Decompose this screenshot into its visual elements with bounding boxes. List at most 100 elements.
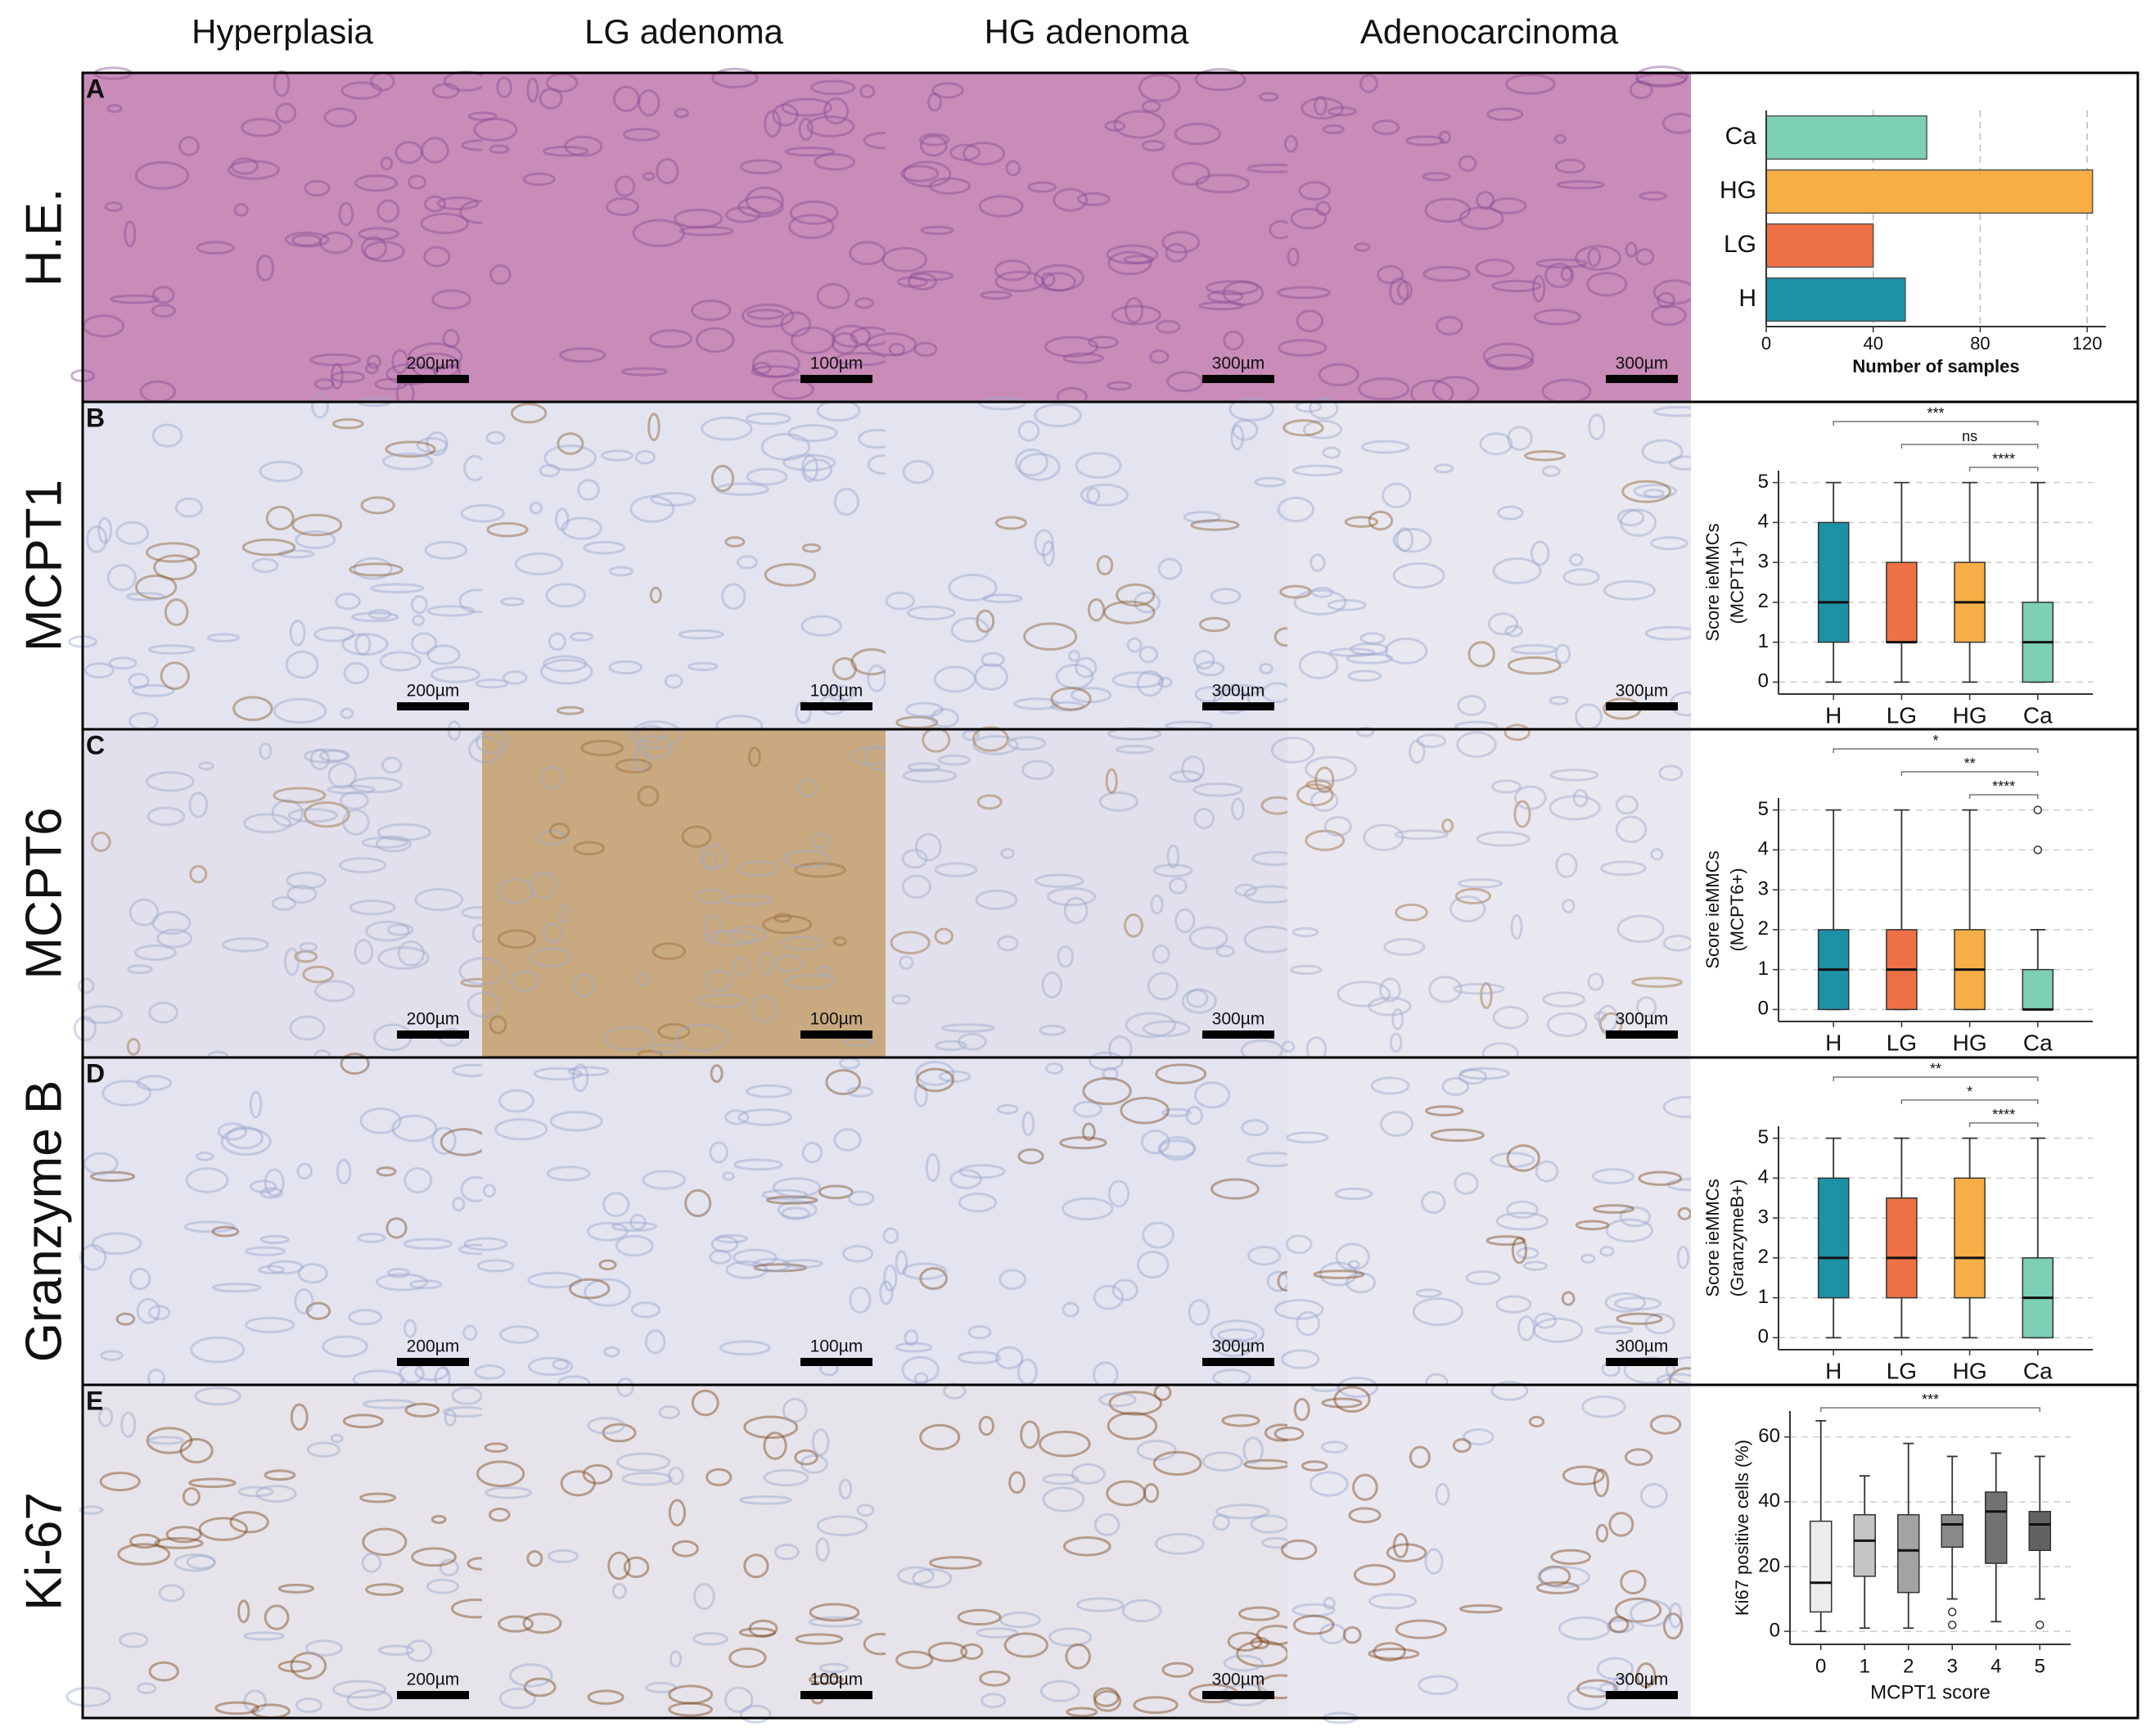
tissue-texture xyxy=(1065,1643,1091,1670)
scale-bar xyxy=(1202,1358,1274,1366)
tissue-texture xyxy=(1298,651,1339,679)
tissue-texture xyxy=(404,1402,440,1418)
tissue-texture xyxy=(1319,1261,1358,1287)
tissue-texture xyxy=(284,231,330,248)
tissue-texture xyxy=(818,1184,854,1200)
tissue-texture xyxy=(1433,463,1454,474)
tissue-texture xyxy=(475,729,509,755)
tissue-texture xyxy=(781,1206,810,1220)
y-tick-label: 20 xyxy=(1758,1554,1780,1576)
tissue-texture xyxy=(997,935,1019,952)
y-tick-label: 60 xyxy=(1758,1425,1780,1447)
y-tick-label: 2 xyxy=(1758,918,1769,940)
y-tick-label: 4 xyxy=(1758,1166,1769,1188)
box xyxy=(1809,1520,1833,1613)
tissue-texture xyxy=(1395,1619,1447,1639)
tissue-texture xyxy=(737,196,784,218)
tissue-texture xyxy=(179,1437,214,1463)
tissue-texture xyxy=(1181,988,1217,1014)
tissue-texture xyxy=(706,1468,733,1486)
tissue-texture xyxy=(1322,124,1345,135)
tissue-texture xyxy=(1359,74,1379,93)
tissue-texture xyxy=(1467,641,1495,668)
tissue-texture xyxy=(737,1108,792,1126)
tissue-texture xyxy=(1368,510,1394,531)
tissue-texture xyxy=(1157,1139,1197,1158)
tissue-texture xyxy=(289,1015,326,1041)
tissue-texture xyxy=(1495,1295,1532,1314)
tissue-texture xyxy=(1561,1291,1576,1306)
tissue-texture xyxy=(1320,1441,1348,1454)
tissue-texture xyxy=(1456,731,1497,758)
tissue-texture xyxy=(178,136,200,156)
tissue-texture xyxy=(994,270,1044,293)
tissue-texture xyxy=(128,1533,160,1549)
tissue-texture xyxy=(1323,815,1352,837)
tissue-texture xyxy=(1389,277,1409,306)
tissue-texture xyxy=(229,1511,269,1534)
tissue-texture xyxy=(724,536,746,548)
tissue-texture xyxy=(1587,972,1604,991)
tissue-texture xyxy=(1506,426,1533,451)
x-axis-title: Number of samples xyxy=(1852,356,2019,377)
tissue-texture xyxy=(1298,181,1331,201)
tissue-texture xyxy=(1383,937,1426,956)
y-tick-label: 2 xyxy=(1758,1246,1769,1268)
tissue-texture xyxy=(650,492,697,507)
tissue-texture xyxy=(1349,643,1389,656)
tissue-texture xyxy=(1279,584,1312,599)
tissue-texture xyxy=(1555,852,1578,878)
y-tick-label: Ca xyxy=(1725,123,1757,150)
tissue-texture xyxy=(1111,1278,1138,1301)
tissue-texture xyxy=(1458,1604,1504,1614)
x-tick-label: H xyxy=(1825,1030,1842,1055)
tissue-texture xyxy=(1535,1160,1559,1183)
tissue-texture xyxy=(994,259,1031,282)
tissue-texture xyxy=(888,342,906,357)
tissue-texture xyxy=(1210,588,1242,605)
scale-bar-label: 200µm xyxy=(407,1010,460,1029)
tissue-texture xyxy=(124,220,137,248)
tissue-texture xyxy=(318,749,350,763)
tissue-texture xyxy=(302,965,335,984)
tissue-texture xyxy=(83,1152,119,1175)
tissue-texture xyxy=(1136,670,1164,697)
histology-image xyxy=(482,1057,886,1385)
tissue-texture xyxy=(1482,342,1535,370)
significance-bracket xyxy=(1968,467,2039,471)
tissue-texture xyxy=(1102,1066,1119,1081)
tissue-texture xyxy=(1372,119,1400,135)
tissue-texture xyxy=(1116,583,1156,607)
tissue-texture xyxy=(1192,650,1215,670)
tissue-texture xyxy=(1389,1032,1403,1053)
tissue-texture xyxy=(602,1192,630,1218)
tissue-texture xyxy=(496,76,513,98)
tissue-texture xyxy=(1075,656,1098,679)
tissue-texture xyxy=(264,1469,296,1481)
tissue-texture xyxy=(1373,1642,1406,1662)
tissue-texture xyxy=(1034,403,1083,428)
tissue-texture xyxy=(784,147,836,157)
tissue-texture xyxy=(920,225,954,236)
tissue-texture xyxy=(719,1340,771,1356)
tissue-texture xyxy=(533,1066,583,1081)
tissue-texture xyxy=(183,1220,236,1233)
tissue-texture xyxy=(1631,976,1683,988)
tissue-texture xyxy=(370,583,425,594)
significance-label: ** xyxy=(1930,1061,1941,1077)
tissue-texture xyxy=(237,1486,274,1498)
tissue-texture xyxy=(1185,1106,1203,1125)
tissue-texture xyxy=(539,88,563,110)
scale-bar-label: 300µm xyxy=(1212,1010,1265,1029)
tissue-texture xyxy=(338,201,354,227)
tissue-texture xyxy=(403,1166,433,1194)
tissue-texture xyxy=(1542,991,1586,1008)
tissue-texture xyxy=(948,573,998,602)
tissue-texture xyxy=(1677,1206,1692,1220)
tissue-texture xyxy=(614,175,636,197)
tissue-texture xyxy=(1554,643,1571,665)
tissue-texture xyxy=(801,1142,823,1164)
tissue-texture xyxy=(189,864,208,884)
tissue-texture xyxy=(1328,647,1376,657)
tissue-texture xyxy=(705,969,733,992)
